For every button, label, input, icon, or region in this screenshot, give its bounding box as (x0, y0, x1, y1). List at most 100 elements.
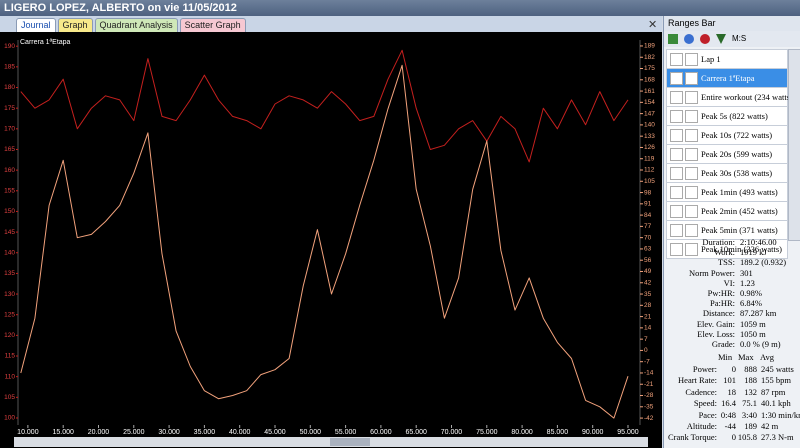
y2-tick-label: -35 (644, 404, 654, 411)
checkbox[interactable] (670, 205, 683, 218)
checkbox[interactable] (670, 167, 683, 180)
range-item[interactable]: Lap 1 (666, 49, 788, 69)
table-header: Avg (760, 352, 775, 362)
range-label: Carrera 1ªEtapa (701, 73, 755, 83)
cell: 101 (723, 375, 736, 386)
y2-tick-label: -28 (644, 392, 654, 399)
close-button[interactable]: ✕ (648, 19, 658, 31)
range-item[interactable]: Entire workout (234 watts) (666, 87, 793, 107)
x-tick-label: 45.000 (264, 429, 286, 436)
checkbox[interactable] (685, 53, 698, 66)
x-tick-label: 65.000 (405, 429, 427, 436)
stat-label: Distance: (702, 308, 735, 319)
range-label: Peak 10s (722 watts) (701, 130, 773, 140)
checkbox[interactable] (685, 110, 698, 123)
tab[interactable]: Quadrant Analysis (94, 18, 178, 35)
range-item[interactable]: Carrera 1ªEtapa (666, 68, 788, 88)
cell: 87 rpm (761, 386, 786, 397)
cell: 188 (744, 375, 757, 386)
row-label: Altitude: (686, 421, 717, 431)
toolbar-icon[interactable] (700, 34, 710, 44)
range-item[interactable]: Peak 5min (371 watts) (666, 220, 788, 240)
checkbox[interactable] (685, 72, 698, 85)
checkbox[interactable] (685, 205, 698, 218)
series-line (20, 64, 629, 419)
checkbox[interactable] (670, 186, 683, 199)
checkbox[interactable] (670, 91, 683, 104)
range-item[interactable]: Peak 2min (452 watts) (666, 201, 788, 221)
toolbar-icon[interactable] (716, 34, 726, 44)
checkbox[interactable] (685, 167, 698, 180)
checkbox[interactable] (670, 110, 683, 123)
checkbox[interactable] (670, 129, 683, 142)
checkbox[interactable] (685, 243, 698, 256)
cell: 105.8 (737, 432, 757, 443)
y2-tick-label: -42 (644, 415, 654, 422)
chart-title: Carrera 1ªEtapa (20, 39, 71, 46)
checkbox[interactable] (670, 243, 683, 256)
chart: Carrera 1ªEtapa 190 185 180 175 170 165 160 155… (0, 32, 662, 448)
stat-value: 0.0 % (9 m) (740, 339, 781, 349)
range-item[interactable]: Peak 30s (538 watts) (666, 163, 788, 183)
tab[interactable]: Journal (16, 18, 56, 35)
range-item[interactable]: Peak 1min (493 watts) (666, 182, 788, 202)
cell: 3:40 (741, 409, 757, 420)
checkbox[interactable] (670, 53, 683, 66)
cell: 245 watts (761, 364, 794, 374)
y2-tick-label: 147 (644, 110, 655, 117)
range-item[interactable]: Peak 10min (336 watts) (666, 239, 788, 259)
toolbar-icon[interactable] (684, 34, 694, 44)
range-item[interactable]: Peak 5s (822 watts) (666, 106, 788, 126)
range-label: Lap 1 (701, 54, 721, 64)
y-tick-label: 100 (4, 415, 15, 422)
range-item[interactable]: Peak 20s (599 watts) (666, 144, 788, 164)
series-line (20, 49, 629, 163)
scroll-thumb[interactable] (330, 438, 370, 446)
table-header: Min (718, 352, 733, 362)
checkbox[interactable] (670, 148, 683, 161)
ranges-panel: Ranges Bar M:S Lap 1 Carrera 1ªEtapa Entir… (663, 16, 800, 448)
y2-tick-label: 28 (644, 302, 652, 309)
cell: 40.1 kph (761, 398, 791, 409)
y2-tick-label: 21 (644, 313, 652, 320)
x-tick-label: 50.000 (300, 429, 322, 436)
tab[interactable]: Graph (57, 18, 93, 35)
row-label: Power: (692, 364, 717, 374)
y2-tick-label: 189 (644, 43, 655, 50)
checkbox[interactable] (685, 129, 698, 142)
stat-value: 1050 m (740, 328, 766, 339)
y2-tick-label: 126 (644, 144, 655, 151)
y-tick-label: 165 (4, 146, 15, 153)
y2-tick-label: 14 (644, 325, 652, 332)
units-toggle[interactable]: M:S (732, 34, 747, 43)
cell: 27.3 N-m (761, 432, 794, 443)
x-tick-label: 25.000 (123, 429, 145, 436)
checkbox[interactable] (670, 224, 683, 237)
tab-bar: Journal Graph Quadrant Analysis Scatter Gra… (0, 16, 662, 35)
range-item[interactable]: Peak 10s (722 watts) (666, 125, 788, 145)
y-tick-label: 160 (4, 167, 15, 174)
y2-tick-label: 49 (644, 268, 652, 275)
stat-label: Elev. Gain: (696, 318, 735, 329)
y-tick-label: 175 (4, 105, 15, 112)
toolbar-icon[interactable] (668, 34, 678, 44)
scrollbar[interactable] (788, 49, 800, 241)
y-tick-label: 145 (4, 229, 15, 236)
y-tick-label: 170 (4, 126, 15, 133)
checkbox[interactable] (685, 91, 698, 104)
stat-value: 87.287 km (740, 308, 777, 319)
row-label: Speed: (693, 398, 717, 409)
y2-tick-label: 77 (644, 223, 652, 230)
y-tick-label: 110 (5, 373, 16, 380)
y2-tick-label: 175 (644, 65, 655, 72)
y2-tick-label: 91 (644, 201, 652, 208)
y-tick-label: 180 (4, 84, 15, 91)
checkbox[interactable] (685, 224, 698, 237)
toolbar: M:S (664, 31, 800, 47)
checkbox[interactable] (685, 186, 698, 199)
tab[interactable]: Scatter Graph (179, 18, 246, 35)
stat-value: 1919 kJ (740, 247, 767, 258)
checkbox[interactable] (670, 72, 683, 85)
checkbox[interactable] (685, 148, 698, 161)
x-tick-label: 40.000 (229, 429, 251, 436)
